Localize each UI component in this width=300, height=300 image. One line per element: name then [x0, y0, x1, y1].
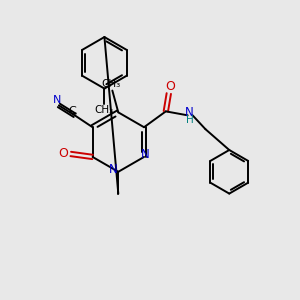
- Text: N: N: [185, 106, 194, 119]
- Text: O: O: [58, 148, 68, 160]
- Text: N: N: [53, 95, 61, 106]
- Text: N: N: [141, 148, 149, 161]
- Text: O: O: [165, 80, 175, 93]
- Text: H: H: [186, 115, 194, 125]
- Text: CH₃: CH₃: [95, 105, 114, 116]
- Text: C: C: [69, 106, 76, 116]
- Text: CH₃: CH₃: [102, 79, 121, 88]
- Text: N: N: [109, 163, 118, 176]
